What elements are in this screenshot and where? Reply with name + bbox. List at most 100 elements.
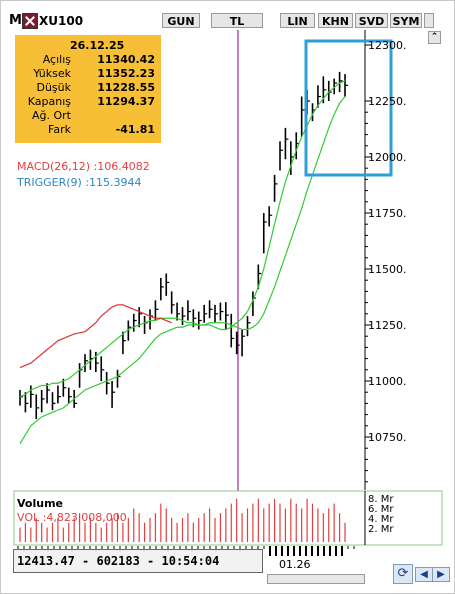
volume-tick-label: 4. Mr <box>368 514 394 525</box>
price-bar <box>273 174 278 202</box>
price-bar <box>62 378 67 397</box>
info-value: 11352.23 <box>97 67 155 80</box>
scroll-right-button[interactable]: ▶ <box>432 567 450 582</box>
y-tick-label: 12300. <box>368 39 407 52</box>
price-bar <box>333 78 338 95</box>
price-bar <box>24 392 29 413</box>
ohlc-info-box: 26.12.25 Açılış 11340.42 Yüksek 11352.23… <box>15 35 161 143</box>
info-value: -41.81 <box>115 123 155 136</box>
price-bar <box>230 313 235 348</box>
price-bar <box>116 369 121 388</box>
info-label: Ağ. Ort <box>32 109 71 122</box>
price-bar <box>105 372 110 395</box>
price-bar <box>284 127 289 160</box>
price-bar <box>187 300 191 321</box>
y-tick-label: 10750. <box>368 431 407 444</box>
price-bar <box>100 356 105 381</box>
y-tick-label: 11500. <box>368 263 407 276</box>
price-bar <box>246 316 251 337</box>
price-bar <box>35 394 40 420</box>
price-bar <box>19 389 23 406</box>
symbol-label[interactable]: XU100 <box>39 14 84 28</box>
sym-button[interactable]: SYM <box>390 13 422 28</box>
price-bar <box>138 307 143 328</box>
y-tick-label: 11750. <box>368 207 407 220</box>
price-bar <box>132 313 137 332</box>
price-bar <box>95 351 99 373</box>
price-bar <box>306 89 311 115</box>
info-value: 11340.42 <box>97 53 155 66</box>
price-bar <box>208 300 213 319</box>
price-bar <box>262 213 267 254</box>
trend-red-line <box>19 304 172 369</box>
close-chart-icon[interactable] <box>22 13 38 29</box>
moving-average-line-2 <box>19 80 346 398</box>
volume-tick-label: 2. Mr <box>368 524 394 535</box>
khn-button[interactable]: KHN <box>318 13 353 28</box>
price-bar <box>300 96 305 137</box>
price-bar <box>279 141 283 171</box>
y-tick-label: 12000. <box>368 151 407 164</box>
more-button[interactable] <box>424 13 434 28</box>
price-bar <box>78 363 83 388</box>
price-bar <box>197 311 202 330</box>
price-bar <box>165 273 170 296</box>
price-bar <box>176 302 181 321</box>
menu-m-button[interactable]: M <box>9 13 22 28</box>
moving-average-line <box>19 96 346 445</box>
price-bar <box>344 74 348 97</box>
y-tick-label: 11250. <box>368 319 407 332</box>
price-bar <box>235 331 240 355</box>
tl-button[interactable]: TL <box>211 13 263 28</box>
price-bar <box>67 387 72 404</box>
y-tick-label: 11000. <box>368 375 407 388</box>
price-bar <box>154 300 159 321</box>
volume-tick-label: 6. Mr <box>368 504 394 515</box>
cursor-readout: 12413.47 - 602183 - 10:54:04 <box>13 549 263 573</box>
price-bar <box>57 385 61 404</box>
price-bar <box>317 85 321 108</box>
price-bar <box>170 291 175 314</box>
info-value: 11228.55 <box>97 81 155 94</box>
refresh-icon[interactable]: ⟳ <box>393 564 413 584</box>
info-date: 26.12.25 <box>70 39 125 52</box>
price-bar <box>203 304 208 323</box>
price-bar <box>181 307 186 325</box>
y-tick-label: 12250. <box>368 95 407 108</box>
svd-button[interactable]: SVD <box>355 13 388 28</box>
price-bar <box>225 302 229 330</box>
volume-title: Volume <box>17 497 63 510</box>
scroll-left-button[interactable]: ◀ <box>415 567 433 582</box>
info-label: Fark <box>48 123 71 136</box>
volume-value: VOL :4,823,008,000 <box>17 511 127 524</box>
price-bar <box>127 320 132 341</box>
price-bar <box>40 389 45 413</box>
info-label: Kapanış <box>27 95 71 108</box>
price-bar <box>322 76 327 104</box>
price-bar <box>192 309 197 328</box>
trigger-legend: TRIGGER(9) :115.3944 <box>17 176 142 189</box>
volume-tick-label: 8. Mr <box>368 494 394 505</box>
price-bar <box>241 329 246 357</box>
info-label: Yüksek <box>33 67 71 80</box>
price-bar <box>268 206 273 227</box>
price-bar <box>143 316 148 334</box>
price-bar <box>149 309 153 330</box>
price-bar <box>111 381 116 408</box>
price-bar <box>46 383 51 404</box>
macd-legend: MACD(26,12) :106.4082 <box>17 160 150 173</box>
lin-button[interactable]: LIN <box>280 13 315 28</box>
price-bar <box>338 71 343 93</box>
price-bar <box>160 277 164 301</box>
info-value: 11294.37 <box>97 95 155 108</box>
price-bar <box>51 392 56 411</box>
price-bar <box>219 302 224 321</box>
highlight-box <box>304 39 393 177</box>
price-bar <box>122 331 126 355</box>
info-label: Açılış <box>42 53 71 66</box>
gun-button[interactable]: GUN <box>162 13 200 28</box>
price-bar <box>84 354 88 373</box>
collapse-chevron-icon[interactable]: ⌃ <box>428 31 441 44</box>
horizontal-scrollbar[interactable] <box>267 574 365 584</box>
